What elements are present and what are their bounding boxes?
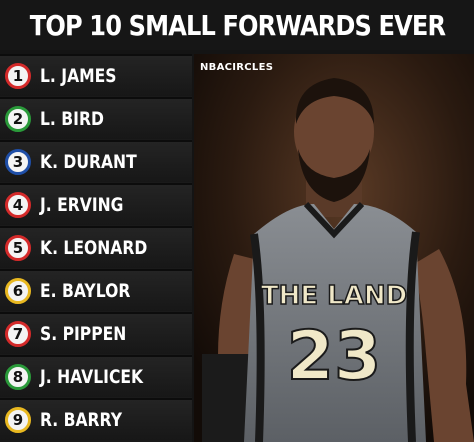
player-illustration: THE LAND 23 xyxy=(194,54,474,442)
rank-badge: 6 xyxy=(5,278,31,304)
rank-badge: 5 xyxy=(5,235,31,261)
rank-badge: 8 xyxy=(5,364,31,390)
player-name: K. DURANT xyxy=(40,151,137,173)
player-name: S. PIPPEN xyxy=(40,323,127,345)
rank-badge: 1 xyxy=(5,63,31,89)
ranking-list: 1 L. JAMES 2 L. BIRD 3 K. DURANT 4 J. ER… xyxy=(0,54,192,442)
player-name: L. BIRD xyxy=(40,108,104,130)
page-title: TOP 10 SMALL FORWARDS EVER xyxy=(29,8,445,42)
player-name: L. JAMES xyxy=(40,65,117,87)
list-item: 5 K. LEONARD xyxy=(0,226,192,268)
rank-badge: 4 xyxy=(5,192,31,218)
jersey-team-text: THE LAND xyxy=(261,281,407,311)
jersey-number: 23 xyxy=(287,317,382,396)
player-name: E. BAYLOR xyxy=(40,280,131,302)
player-name: K. LEONARD xyxy=(40,237,148,259)
player-photo: THE LAND 23 NBACIRCLES xyxy=(194,54,474,442)
list-item: 1 L. JAMES xyxy=(0,54,192,96)
rank-badge: 7 xyxy=(5,321,31,347)
rank-badge: 3 xyxy=(5,149,31,175)
player-name: J. ERVING xyxy=(40,194,124,216)
list-item: 4 J. ERVING xyxy=(0,183,192,225)
rank-badge: 2 xyxy=(5,106,31,132)
list-item: 9 R. BARRY xyxy=(0,398,192,440)
list-item: 2 L. BIRD xyxy=(0,97,192,139)
rank-badge: 9 xyxy=(5,407,31,433)
watermark: NBACIRCLES xyxy=(200,62,274,73)
list-item: 6 E. BAYLOR xyxy=(0,269,192,311)
list-item: 7 S. PIPPEN xyxy=(0,312,192,354)
player-name: R. BARRY xyxy=(40,409,122,431)
list-item: 8 J. HAVLICEK xyxy=(0,355,192,397)
title-bar: TOP 10 SMALL FORWARDS EVER xyxy=(0,0,474,50)
player-name: J. HAVLICEK xyxy=(40,366,144,388)
list-item: 3 K. DURANT xyxy=(0,140,192,182)
